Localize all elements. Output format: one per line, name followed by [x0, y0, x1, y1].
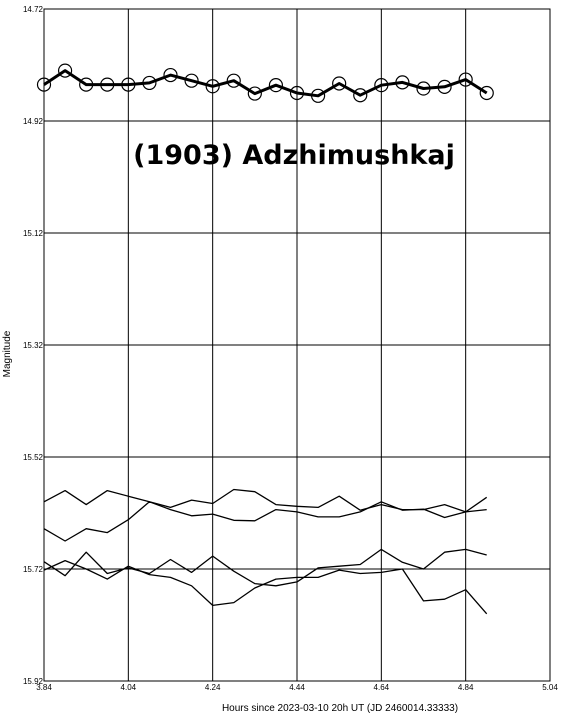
y-tick-label: 15.92 — [23, 677, 44, 686]
grid-layer — [43, 8, 551, 682]
data-point-marker — [310, 88, 326, 103]
x-tick-label: 4.04 — [121, 683, 137, 692]
data-point-marker — [226, 73, 241, 88]
data-point-marker — [332, 76, 347, 91]
data-point-marker — [205, 79, 220, 94]
comparison-series-line — [43, 488, 488, 513]
tick-layer: 3.84 4.04 4.24 4.44 4.64 4.84 5.04 14.72 14.92 15… — [23, 5, 558, 692]
data-point-marker — [479, 85, 494, 101]
y-tick-label: 15.72 — [23, 565, 44, 574]
data-point-marker — [57, 63, 73, 78]
x-axis-label: Hours since 2023-03-10 20h UT (JD 246001… — [222, 703, 458, 714]
x-tick-label: 3.84 — [36, 683, 52, 692]
comparison-series-line — [43, 501, 487, 542]
x-tick-label: 4.44 — [289, 683, 305, 692]
y-axis-label: Magnitude — [2, 330, 13, 377]
y-tick-label: 15.12 — [23, 229, 44, 238]
data-point-marker — [247, 86, 262, 101]
data-point-marker — [100, 77, 115, 92]
data-point-marker — [121, 77, 136, 92]
data-point-marker — [268, 78, 284, 93]
y-tick-label: 15.52 — [23, 453, 44, 462]
x-tick-label: 4.24 — [205, 683, 221, 692]
data-point-marker — [437, 79, 452, 94]
data-point-marker — [79, 77, 94, 92]
x-tick-label: 5.04 — [542, 683, 558, 692]
comparison-series-line — [43, 548, 487, 587]
data-point-marker — [353, 88, 368, 103]
x-tick-label: 4.64 — [374, 683, 390, 692]
data-point-marker — [395, 75, 410, 90]
y-tick-label: 15.32 — [23, 341, 44, 350]
data-point-marker — [289, 85, 305, 101]
data-point-marker — [184, 73, 199, 88]
data-point-marker — [416, 81, 431, 96]
y-tick-label: 14.92 — [23, 117, 44, 126]
data-point-marker — [374, 78, 389, 93]
data-point-marker — [36, 77, 52, 92]
comparison-series-line — [43, 559, 488, 615]
x-tick-label: 4.84 — [458, 683, 474, 692]
chart-title: (1903) Adzhimushkaj — [133, 140, 455, 171]
y-tick-label: 14.72 — [23, 5, 44, 14]
data-point-marker — [163, 67, 178, 83]
data-point-marker — [142, 75, 157, 91]
series-layer — [36, 63, 494, 615]
data-point-marker — [458, 72, 473, 87]
target-series-line — [43, 69, 488, 98]
